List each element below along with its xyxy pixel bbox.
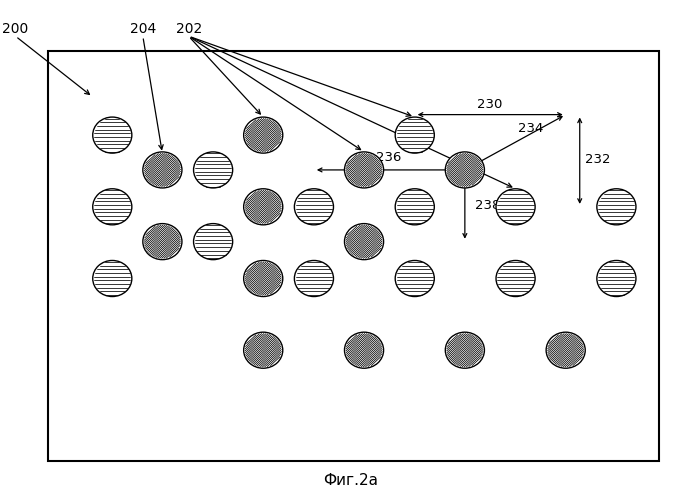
Ellipse shape [597, 260, 636, 296]
Text: 204: 204 [129, 22, 156, 36]
Text: 238: 238 [475, 199, 501, 212]
Ellipse shape [143, 152, 182, 188]
Ellipse shape [244, 332, 283, 368]
Ellipse shape [294, 189, 334, 225]
Ellipse shape [143, 224, 182, 260]
Ellipse shape [244, 260, 283, 296]
Ellipse shape [93, 189, 132, 225]
Ellipse shape [244, 117, 283, 153]
Ellipse shape [194, 224, 233, 260]
Ellipse shape [294, 260, 334, 296]
Ellipse shape [345, 152, 383, 188]
Ellipse shape [395, 260, 435, 296]
Bar [48, 51, 659, 461]
Text: 202: 202 [176, 22, 202, 36]
Ellipse shape [244, 189, 283, 225]
Text: 230: 230 [477, 98, 502, 111]
Ellipse shape [93, 117, 132, 153]
Text: 236: 236 [376, 151, 402, 164]
Ellipse shape [395, 117, 435, 153]
Ellipse shape [194, 152, 233, 188]
Ellipse shape [345, 224, 383, 260]
Text: 234: 234 [518, 122, 543, 136]
Ellipse shape [496, 189, 535, 225]
Ellipse shape [446, 332, 484, 368]
Text: Фиг.2а: Фиг.2а [323, 473, 379, 488]
Ellipse shape [546, 332, 585, 368]
Text: 232: 232 [585, 153, 611, 166]
Ellipse shape [446, 152, 484, 188]
Ellipse shape [496, 260, 535, 296]
Ellipse shape [345, 332, 383, 368]
Text: 200: 200 [2, 22, 28, 36]
Ellipse shape [93, 260, 132, 296]
Ellipse shape [597, 189, 636, 225]
Ellipse shape [395, 189, 435, 225]
